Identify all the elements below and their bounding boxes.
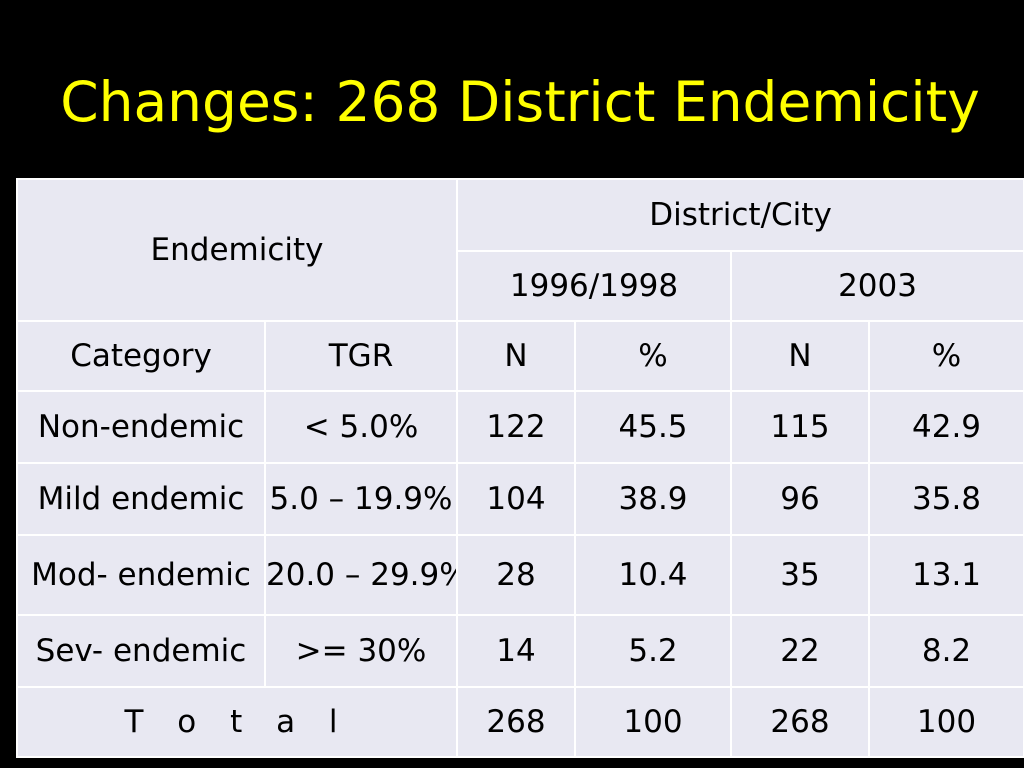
header-row-2: 1996/1998 2003 [17,250,1024,322]
n-2003-cell: 96 [730,462,871,536]
n-1996-cell: 14 [456,614,577,688]
total-pct-2003: 100 [868,686,1024,758]
total-row: T o t a l 268 100 268 100 [15,686,1024,758]
header-period-1996-1998: 1996/1998 [456,250,733,322]
header-row-3: Category TGR N % N % [16,320,1024,392]
header-category: Category [16,320,266,392]
total-n-2003: 268 [730,686,871,758]
table-row: Non-endemic < 5.0% 122 45.5 115 42.9 [16,390,1024,464]
table-row: Mild endemic 5.0 – 19.9% 104 38.9 96 35.… [16,462,1024,536]
category-cell: Non-endemic [16,390,266,464]
header-endemicity: Endemicity [15,178,459,322]
pct-1996-cell: 45.5 [574,390,733,464]
table-row: Mod- endemic 20.0 – 29.9% 28 10.4 35 13.… [16,534,1024,616]
tgr-cell: 5.0 – 19.9% [263,462,459,536]
header-pct-1996: % [574,320,733,392]
pct-2003-cell: 35.8 [868,462,1024,536]
header-pct-2003: % [868,320,1024,392]
category-cell: Sev- endemic [16,614,266,688]
header-n-2003: N [730,320,871,392]
n-1996-cell: 104 [456,462,577,536]
total-label: T o t a l [15,686,459,758]
header-n-1996: N [456,320,577,392]
total-pct-1996: 100 [574,686,733,758]
pct-1996-cell: 10.4 [574,534,733,616]
table-row: Sev- endemic >= 30% 14 5.2 22 8.2 [16,614,1024,688]
n-1996-cell: 122 [456,390,577,464]
header-period-2003: 2003 [730,250,1024,322]
category-cell: Mod- endemic [16,534,266,616]
pct-2003-cell: 13.1 [868,534,1024,616]
pct-2003-cell: 42.9 [868,390,1024,464]
tgr-cell: < 5.0% [263,390,459,464]
n-1996-cell: 28 [456,534,577,616]
n-2003-cell: 35 [730,534,871,616]
header-district-city: District/City [456,178,1024,252]
header-tgr: TGR [263,320,459,392]
header-row-1: Endemicity District/City [15,178,1024,322]
tgr-cell: >= 30% [263,614,459,688]
tgr-cell: 20.0 – 29.9% [263,534,459,616]
pct-1996-cell: 5.2 [574,614,733,688]
category-cell: Mild endemic [16,462,266,536]
total-n-1996: 268 [456,686,577,758]
endemicity-table: Endemicity District/City 1996/1998 2003 … [15,178,1024,758]
n-2003-cell: 22 [730,614,871,688]
slide-title: Changes: 268 District Endemicity [60,70,980,134]
n-2003-cell: 115 [730,390,871,464]
pct-2003-cell: 8.2 [868,614,1024,688]
pct-1996-cell: 38.9 [574,462,733,536]
